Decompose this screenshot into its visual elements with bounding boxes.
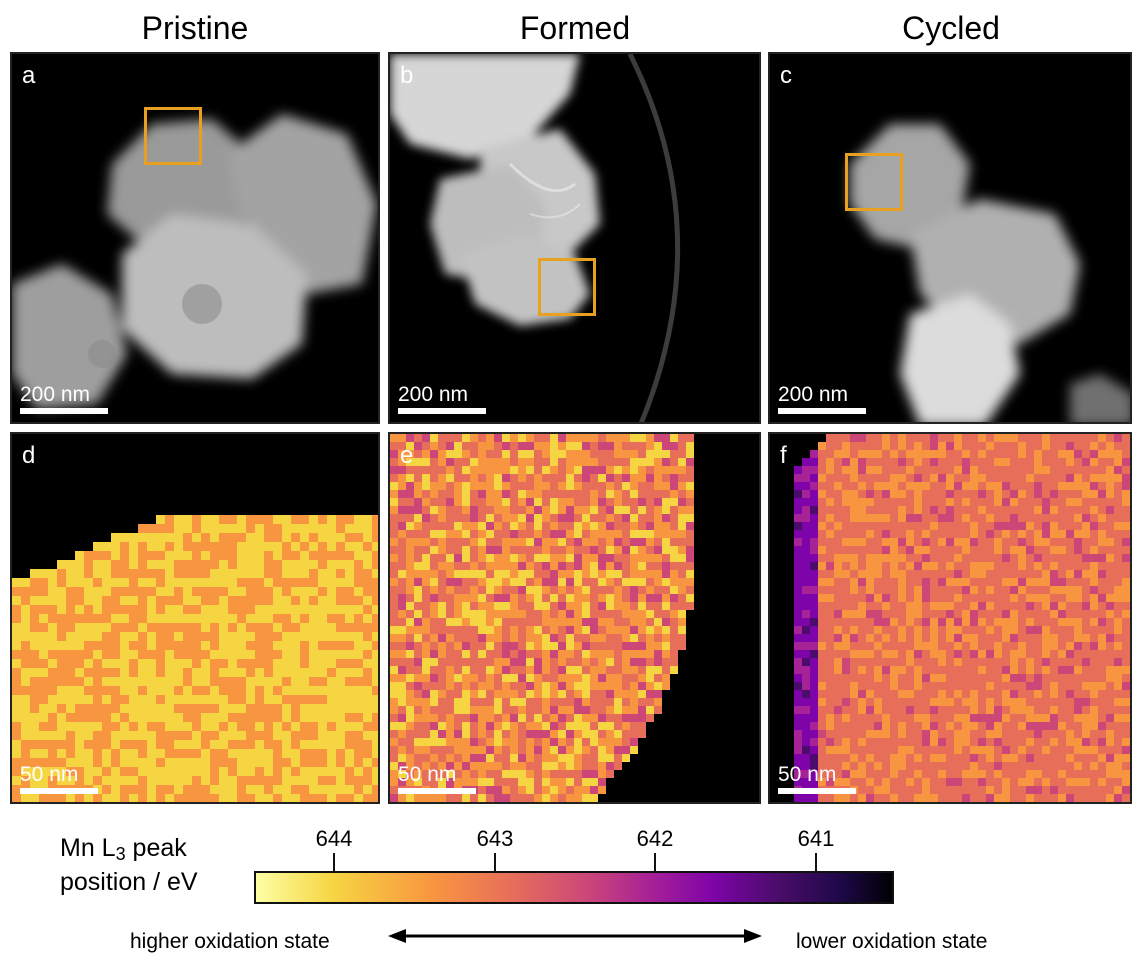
lower-oxidation-label: lower oxidation state bbox=[796, 930, 988, 953]
scale-bar: 50 nm bbox=[398, 764, 476, 794]
region-of-interest-box bbox=[845, 153, 903, 211]
cycled-oxidation-map bbox=[794, 434, 1130, 802]
scale-label: 50 nm bbox=[778, 763, 837, 786]
panel-d-pristine-map: d 50 nm bbox=[10, 432, 380, 804]
colorbar-tick-label: 644 bbox=[315, 826, 353, 851]
colorbar-tick-label: 641 bbox=[797, 826, 835, 851]
scale-bar-line bbox=[778, 408, 866, 414]
scale-label: 50 nm bbox=[398, 763, 457, 786]
colorbar-title-subscript: 3 bbox=[115, 844, 126, 864]
panel-letter: e bbox=[400, 442, 414, 469]
column-title-pristine: Pristine bbox=[141, 10, 249, 46]
higher-oxidation-label: higher oxidation state bbox=[130, 930, 330, 953]
scale-label: 200 nm bbox=[398, 383, 469, 406]
panel-a-pristine-image: a 200 nm bbox=[10, 52, 380, 424]
scale-label: 200 nm bbox=[20, 383, 91, 406]
region-of-interest-box bbox=[538, 258, 596, 316]
panel-f-cycled-map: f 50 nm bbox=[768, 432, 1132, 804]
colorbar-title-main: Mn L bbox=[60, 834, 116, 862]
colorbar-tick-label: 642 bbox=[636, 826, 674, 851]
panel-letter: b bbox=[400, 62, 414, 89]
double-arrow-icon bbox=[388, 929, 762, 943]
scale-bar-line bbox=[398, 408, 486, 414]
colorbar-tick bbox=[333, 853, 335, 873]
formed-oxidation-map bbox=[390, 434, 694, 802]
colorbar-tick bbox=[654, 853, 656, 873]
scale-bar: 200 nm bbox=[778, 384, 866, 414]
scale-bar: 50 nm bbox=[778, 764, 856, 794]
colorbar-tick bbox=[494, 853, 496, 873]
scale-bar: 50 nm bbox=[20, 764, 98, 794]
scale-label: 200 nm bbox=[778, 383, 849, 406]
column-title-formed: Formed bbox=[519, 10, 631, 46]
colorbar-title-line2: position / eV bbox=[60, 868, 198, 896]
scale-bar-line bbox=[398, 788, 476, 794]
scale-label: 50 nm bbox=[20, 763, 79, 786]
scale-bar-line bbox=[20, 408, 108, 414]
panel-letter: d bbox=[22, 442, 36, 469]
pristine-oxidation-map bbox=[12, 515, 378, 802]
scale-bar: 200 nm bbox=[398, 384, 486, 414]
scale-bar: 200 nm bbox=[20, 384, 108, 414]
colorbar-tick-label: 643 bbox=[476, 826, 514, 851]
panel-b-formed-image: b 200 nm bbox=[388, 52, 761, 424]
panel-c-cycled-image: c 200 nm bbox=[768, 52, 1132, 424]
panel-letter: f bbox=[780, 442, 787, 469]
colorbar-title-rest: peak bbox=[125, 834, 187, 862]
colorbar-tick bbox=[815, 853, 817, 873]
cycled-particles-image bbox=[850, 124, 1130, 422]
pristine-particles-image bbox=[12, 114, 377, 409]
panel-letter: a bbox=[22, 62, 36, 89]
region-of-interest-box bbox=[144, 107, 202, 165]
scale-bar-line bbox=[778, 788, 856, 794]
column-title-cycled: Cycled bbox=[902, 10, 1000, 46]
formed-particles-image bbox=[390, 54, 681, 422]
panel-letter: c bbox=[780, 62, 792, 89]
panel-e-formed-map: e 50 nm bbox=[388, 432, 761, 804]
scale-bar-line bbox=[20, 788, 98, 794]
colorbar-gradient bbox=[254, 871, 894, 904]
colorbar-title: Mn L3 peak position / eV bbox=[60, 834, 198, 896]
